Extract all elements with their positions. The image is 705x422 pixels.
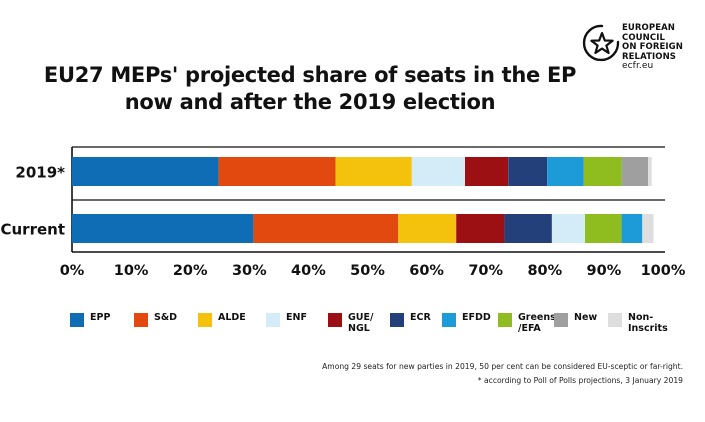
- bar-segment-non-inscrits-current: [642, 214, 654, 243]
- star-icon: [582, 24, 620, 62]
- legend-swatch: [442, 313, 456, 327]
- legend-item-new: New: [554, 312, 597, 327]
- footnote-new-parties: Among 29 seats for new parties in 2019, …: [322, 362, 683, 371]
- bar-segment-s-d-current: [253, 214, 399, 243]
- legend-item-non-inscrits: Non- Inscrits: [608, 312, 668, 334]
- x-tick-label-50: 50%: [350, 263, 385, 279]
- legend-label: S&D: [154, 312, 178, 323]
- bar-segment-epp-current: [72, 214, 254, 243]
- legend-swatch: [554, 313, 568, 327]
- legend-swatch: [498, 313, 512, 327]
- x-tick-label-100: 100%: [641, 263, 686, 279]
- bar-segment-s-d-2019: [218, 157, 336, 186]
- x-tick-label-30: 30%: [232, 263, 267, 279]
- bar-segment-ecr-2019: [508, 157, 548, 186]
- logo-line-4: RELATIONS: [622, 51, 677, 62]
- bar-segment-greens-efa-current: [585, 214, 622, 243]
- legend-item-s-d: S&D: [134, 312, 177, 327]
- legend-label: ENF: [286, 312, 307, 323]
- bar-segment-gue-ngl-2019: [465, 157, 509, 186]
- legend-item-epp: EPP: [70, 312, 110, 327]
- chart-legend: EPP S&D ALDE ENF GUE/ NGL ECR EFDD Greens /EFA N…: [70, 312, 690, 344]
- chart-title: EU27 MEPs' projected share of seats in t…: [30, 62, 590, 116]
- x-tick-label-40: 40%: [291, 263, 326, 279]
- bar-segment-efdd-current: [621, 214, 643, 243]
- bar-segment-alde-current: [398, 214, 457, 243]
- x-tick-label-0: 0%: [60, 263, 85, 279]
- bar-segment-ecr-current: [504, 214, 552, 243]
- legend-label: New: [574, 312, 598, 323]
- bar-segment-epp-2019: [72, 157, 219, 186]
- legend-label: ALDE: [218, 312, 246, 323]
- legend-item-alde: ALDE: [198, 312, 246, 327]
- bar-segment-enf-2019: [411, 157, 465, 186]
- bar-segment-non-inscrits-2019: [648, 157, 652, 186]
- legend-swatch: [266, 313, 280, 327]
- legend-swatch: [328, 313, 342, 327]
- bar-segment-greens-efa-2019: [583, 157, 622, 186]
- bar-segment-alde-2019: [335, 157, 412, 186]
- legend-item-ecr: ECR: [390, 312, 431, 327]
- logo-line-2: COUNCIL: [622, 32, 665, 43]
- legend-item-enf: ENF: [266, 312, 307, 327]
- legend-swatch: [198, 313, 212, 327]
- x-tick-label-60: 60%: [409, 263, 444, 279]
- category-label-current: Current: [0, 221, 65, 239]
- category-label-2019: 2019*: [15, 164, 65, 182]
- bar-segment-enf-current: [551, 214, 585, 243]
- legend-swatch: [70, 313, 84, 327]
- bar-segment-new-2019: [621, 157, 649, 186]
- x-tick-label-80: 80%: [527, 263, 562, 279]
- legend-label: Greens /EFA: [518, 312, 556, 334]
- x-tick-label-20: 20%: [173, 263, 208, 279]
- legend-item-gue-ngl: GUE/ NGL: [328, 312, 373, 334]
- x-tick-label-70: 70%: [468, 263, 503, 279]
- legend-swatch: [390, 313, 404, 327]
- legend-label: Non- Inscrits: [628, 312, 668, 334]
- logo-line-1: EUROPEAN: [622, 23, 676, 33]
- logo-url: ecfr.eu: [622, 61, 654, 71]
- legend-label: EFDD: [462, 312, 491, 323]
- legend-label: GUE/ NGL: [348, 312, 374, 334]
- legend-item-greens-efa: Greens /EFA: [498, 312, 556, 334]
- x-tick-label-10: 10%: [114, 263, 149, 279]
- legend-swatch: [608, 313, 622, 327]
- footnote-source: * according to Poll of Polls projections…: [477, 376, 683, 385]
- ecfr-logo: EUROPEAN COUNCIL ON FOREIGN RELATIONS ec…: [582, 22, 702, 78]
- logo-text: EUROPEAN COUNCIL ON FOREIGN RELATIONS ec…: [622, 23, 683, 72]
- legend-label: ECR: [410, 312, 431, 323]
- title-line-2: now and after the 2019 election: [124, 90, 496, 114]
- stacked-bar-chart: 2019* Current 0% 10% 20% 30% 40% 50% 60% 70% 80% 90…: [0, 146, 686, 279]
- logo-line-3: ON FOREIGN: [622, 42, 683, 52]
- bar-segment-gue-ngl-current: [456, 214, 505, 243]
- x-tick-label-90: 90%: [587, 263, 622, 279]
- legend-label: EPP: [90, 312, 111, 323]
- title-line-1: EU27 MEPs' projected share of seats in t…: [43, 63, 577, 87]
- bar-segment-efdd-2019: [547, 157, 584, 186]
- legend-swatch: [134, 313, 148, 327]
- legend-item-efdd: EFDD: [442, 312, 491, 327]
